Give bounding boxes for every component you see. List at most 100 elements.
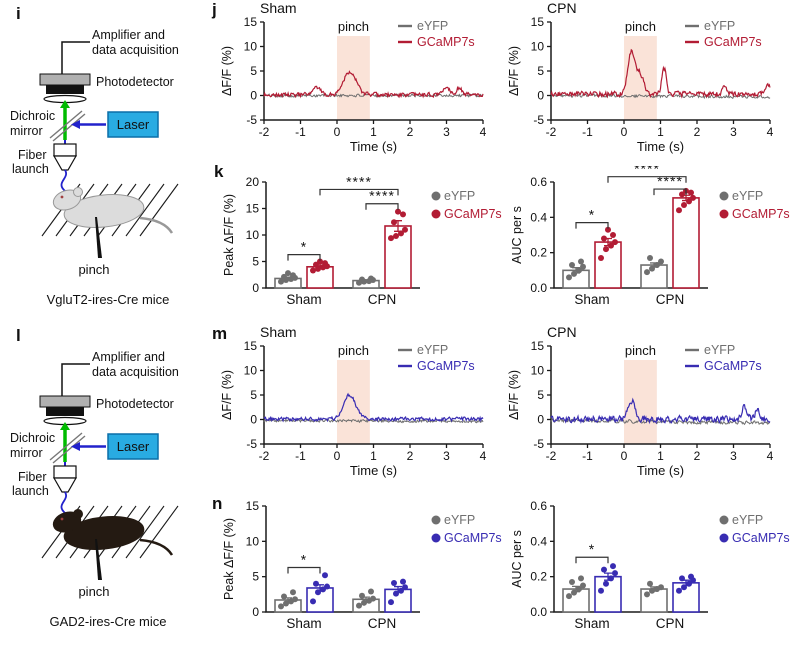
chart-k-auc-bar: 0.0 0.2 0.4 0.6 AUC per s Sham CPN * **** **** eYF… <box>508 161 798 329</box>
x-tick-label: 4 <box>767 125 774 139</box>
chart-k-peak-bar: 0 5 10 15 20 Peak ΔF/F (%) Sham CPN * **** **** eYF… <box>220 166 510 329</box>
panel-label-i: i <box>16 4 21 23</box>
data-dot <box>658 258 664 265</box>
data-dot <box>598 587 604 594</box>
sig-bracket <box>287 566 321 574</box>
amplifier-label2: data acquisition <box>92 365 179 379</box>
legend-label-GCaMP7s: GCaMP7s <box>417 35 475 49</box>
y-axis-label: AUC per s <box>510 206 524 264</box>
legend-label-GCaMP7s: GCaMP7s <box>732 207 790 221</box>
legend-label-eYFP: eYFP <box>417 343 448 357</box>
y-tick-label: 0.0 <box>530 281 547 295</box>
y-tick-label: 0 <box>250 413 257 427</box>
data-dot <box>610 232 616 238</box>
data-dot <box>608 242 614 249</box>
photodetector-label: Photodetector <box>96 75 174 89</box>
data-dot <box>601 566 607 573</box>
data-dot <box>576 267 582 274</box>
amplifier-wire <box>61 41 90 74</box>
data-dot <box>580 263 586 270</box>
group-label-CPN: CPN <box>368 292 397 307</box>
data-dot <box>676 207 682 214</box>
sig-label: * <box>589 541 595 557</box>
data-dot <box>679 575 685 582</box>
trace-GCaMP7s <box>550 48 771 99</box>
data-dot <box>644 269 650 276</box>
legend-label-GCaMP7s: GCaMP7s <box>704 35 762 49</box>
laser-arrowhead <box>71 120 80 129</box>
data-dot <box>571 270 577 277</box>
mouse-eye <box>60 517 64 521</box>
pinch-label: pinch <box>338 19 369 34</box>
pinch-label: pinch <box>338 343 369 358</box>
x-tick-label: 1 <box>370 449 377 463</box>
data-dot <box>649 265 655 272</box>
data-dot <box>658 584 664 591</box>
legend-label-GCaMP7s: GCaMP7s <box>704 359 762 373</box>
data-dot <box>359 276 365 283</box>
sig-label: * <box>589 207 595 223</box>
data-dot <box>688 189 694 196</box>
x-axis-label: Time (s) <box>350 139 397 154</box>
data-dot <box>356 602 362 609</box>
n-auc-svg: 0.0 0.2 0.4 0.6 AUC per s Sham CPN * eYFP GCaMP7s <box>510 499 790 631</box>
mice-line-label: VgluT2-ires-Cre mice <box>47 292 170 307</box>
photodetector-body <box>39 395 91 408</box>
x-tick-label: 4 <box>767 449 774 463</box>
laser-arrowhead <box>71 442 80 451</box>
y-tick-label: 5 <box>252 255 259 269</box>
legend-dot-GCaMP7s <box>431 209 441 219</box>
dichroic-label2: mirror <box>10 124 43 138</box>
dichroic-mirror2 <box>52 113 86 142</box>
legend-dot-eYFP <box>431 191 441 201</box>
y-tick-label: 0 <box>250 89 257 103</box>
sig-bracket <box>575 222 609 229</box>
legend-label-GCaMP7s: GCaMP7s <box>732 531 790 545</box>
group-label-Sham: Sham <box>574 616 609 631</box>
data-dot <box>361 599 367 606</box>
data-dot <box>598 254 604 261</box>
y-axis-label: Peak ΔF/F (%) <box>222 518 236 600</box>
y-tick-label: 0.2 <box>530 570 547 584</box>
sig-label: **** <box>369 188 395 204</box>
data-dot <box>690 194 696 201</box>
panel-l-photometry-schematic: Amplifier and data acquisition Photodetect… <box>6 334 211 634</box>
data-dot <box>283 600 289 607</box>
legend-label-eYFP: eYFP <box>444 513 475 527</box>
legend-dot-eYFP <box>719 515 729 525</box>
data-dot <box>278 278 284 285</box>
group-label-Sham: Sham <box>286 292 321 307</box>
data-dot <box>313 580 319 587</box>
data-dot <box>402 226 408 233</box>
legend-label-eYFP: eYFP <box>732 513 763 527</box>
x-tick-label: -2 <box>546 125 557 139</box>
x-tick-label: 3 <box>443 449 450 463</box>
panel-label-j: j <box>212 0 217 19</box>
sig-bracket <box>607 176 687 183</box>
legend-label-GCaMP7s: GCaMP7s <box>444 207 502 221</box>
data-dot <box>313 261 319 268</box>
x-axis-label: Time (s) <box>637 139 684 154</box>
pinch-stick <box>95 217 102 258</box>
x-tick-label: 2 <box>694 449 701 463</box>
mouse-tail <box>139 216 174 234</box>
mouse-body <box>63 194 145 228</box>
y-tick-label: 15 <box>531 15 545 29</box>
data-dot <box>322 260 328 267</box>
panel-label-m: m <box>212 324 228 343</box>
x-tick-label: 2 <box>407 125 414 139</box>
amplifier-wire <box>61 363 90 396</box>
x-tick-label: 0 <box>334 449 341 463</box>
chart-n-peak-bar: 0 5 10 15 Peak ΔF/F (%) Sham CPN * eYFP GCaMP7s <box>220 490 510 645</box>
panel-i-photometry-schematic: Amplifier and data acquisition Photodetect… <box>6 12 211 312</box>
data-dot <box>605 226 611 233</box>
data-dot <box>603 246 609 253</box>
y-tick-label: 0.4 <box>530 534 547 548</box>
bar-GCaMP7s-CPN <box>672 197 700 289</box>
j-sham-svg: pinch Sham -5 0 5 10 15 -2 -1 0 1 2 3 4 Time (s) ΔF/F (… <box>220 0 487 154</box>
data-dot <box>566 274 572 281</box>
data-dot <box>290 272 296 279</box>
chart-title: Sham <box>260 324 297 340</box>
x-tick-label: 3 <box>730 449 737 463</box>
